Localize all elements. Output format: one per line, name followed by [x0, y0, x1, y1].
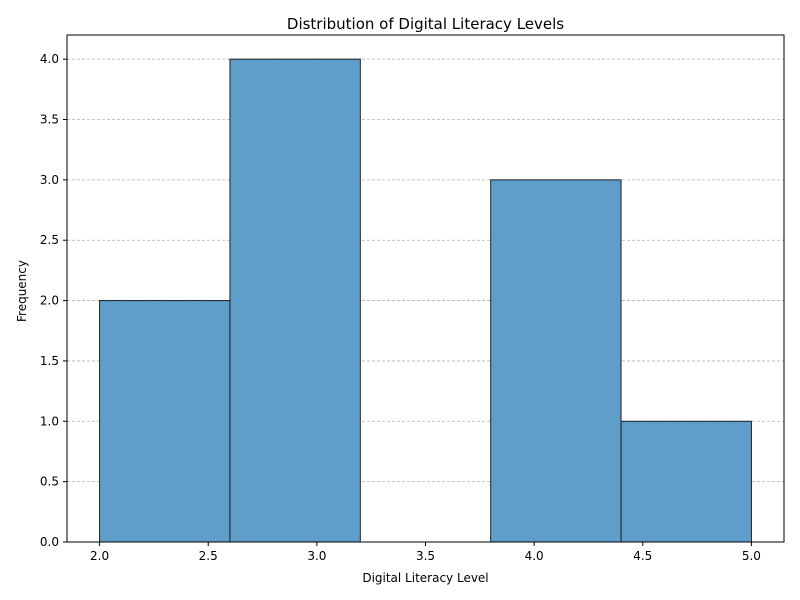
x-axis-ticks: 2.0 2.5 3.0 3.5 4.0 4.5 5.0 — [90, 542, 761, 563]
x-axis-label: Digital Literacy Level — [362, 571, 488, 585]
histogram-bar — [99, 300, 231, 543]
histogram-bar — [490, 179, 622, 543]
x-tick-label: 3.0 — [307, 549, 326, 563]
y-axis-label: Frequency — [15, 260, 29, 322]
histogram-bar — [620, 420, 752, 543]
x-tick-label: 2.5 — [199, 549, 218, 563]
x-tick-label: 3.5 — [416, 549, 435, 563]
y-tick-label: 2.0 — [40, 294, 59, 308]
y-tick-label: 0.5 — [40, 475, 59, 489]
histogram-bars — [99, 58, 752, 543]
y-tick-label: 3.0 — [40, 173, 59, 187]
y-tick-label: 4.0 — [40, 52, 59, 66]
y-axis-ticks: 0.0 0.5 1.0 1.5 2.0 2.5 3.0 3.5 4.0 — [40, 52, 67, 549]
x-tick-label: 4.5 — [633, 549, 652, 563]
histogram-bar — [229, 58, 361, 543]
x-tick-label: 2.0 — [90, 549, 109, 563]
y-tick-label: 1.0 — [40, 414, 59, 428]
y-tick-label: 0.0 — [40, 535, 59, 549]
y-tick-label: 1.5 — [40, 354, 59, 368]
chart-title: Distribution of Digital Literacy Levels — [287, 15, 564, 33]
x-tick-label: 5.0 — [742, 549, 761, 563]
y-tick-label: 2.5 — [40, 233, 59, 247]
y-tick-label: 3.5 — [40, 113, 59, 127]
x-tick-label: 4.0 — [525, 549, 544, 563]
